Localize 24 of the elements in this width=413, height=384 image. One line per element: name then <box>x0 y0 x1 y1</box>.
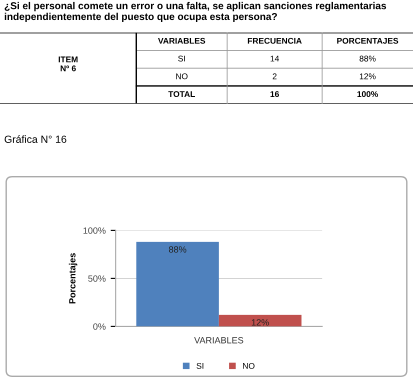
text: NO <box>176 73 188 80</box>
chart-title: ¿Si el personal comete un error o una falta, se aplican sanciones reglamentarias independientemente del puesto que ocupa esta persona? <box>4 2 386 22</box>
text: 14 <box>270 56 280 62</box>
text: TOTAL <box>168 91 195 98</box>
text: Gráfica N° 16 <box>4 135 66 143</box>
y-tick-label: 0% <box>93 323 106 330</box>
text: 88% <box>360 56 376 62</box>
text: 12% <box>360 73 376 80</box>
text: VARIABLES <box>158 38 206 44</box>
y-axis-title: Porcentajes <box>68 253 78 304</box>
text: 16 <box>270 91 279 98</box>
legend-label: SI <box>196 362 204 369</box>
y-tick-label: 100% <box>84 227 106 234</box>
text: SI <box>178 56 185 62</box>
text: FRECUENCIA <box>248 38 302 44</box>
data-label: 88% <box>168 246 186 253</box>
data-label: 12% <box>252 319 269 326</box>
text: 100% <box>357 91 378 98</box>
legend-label: NO <box>243 362 255 369</box>
x-axis-title: VARIABLES <box>194 337 244 344</box>
text: ITEM Nº 6 <box>58 56 78 72</box>
text: PORCENTAJES <box>337 38 398 44</box>
y-tick-label: 50% <box>88 275 106 282</box>
text: 2 <box>272 73 277 80</box>
